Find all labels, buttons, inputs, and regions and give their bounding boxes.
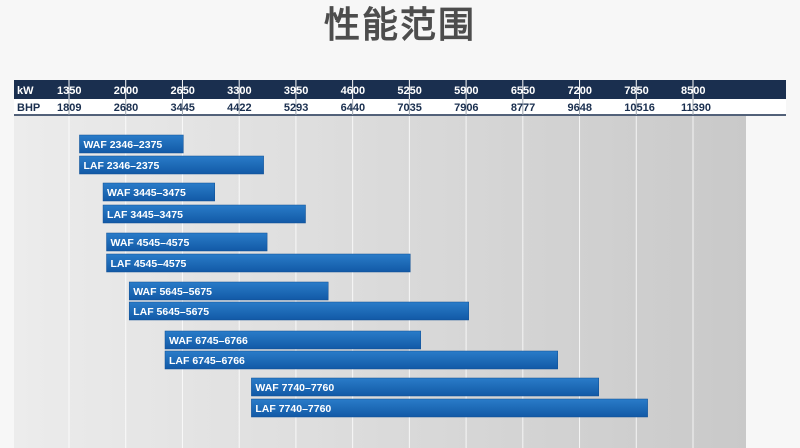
bars: WAF 2346–2375 LAF 2346–2375 WAF 3445–3475 L… [79,134,648,418]
range-bar [164,350,558,370]
range-bar [251,398,648,418]
axis-header: kW BHP 1350 1809 2000 2680 2650 3445 3300 4422 395… [14,80,786,116]
range-bar-label: LAF 4545–4575 [111,258,187,270]
kw-tick-label: 6550 [511,85,535,97]
range-bar-label: WAF 7740–7760 [255,382,334,394]
range-bar [79,134,184,154]
bhp-axis-label: BHP [17,102,40,114]
range-bar [251,377,599,397]
range-bar-label: LAF 5645–5675 [133,306,209,318]
kw-tick-label: 7200 [568,85,592,97]
bhp-tick-label: 4422 [227,102,251,114]
kw-tick-label: 5250 [397,85,421,97]
range-bar [128,281,329,301]
range-bar-label: WAF 6745–6766 [169,335,248,347]
kw-header-bar [14,80,786,99]
range-bar [106,232,268,252]
bhp-tick-label: 5293 [284,102,308,114]
bhp-tick-label: 7035 [397,102,421,114]
kw-tick-label: 3300 [227,85,251,97]
page-title: 性能范围 [323,5,476,46]
range-bar-label: WAF 4545–4575 [111,237,190,249]
bhp-tick-label: 11390 [681,102,711,114]
range-bar-label: LAF 7740–7760 [255,403,331,415]
range-bar [128,301,469,321]
bhp-tick-label: 6440 [341,102,365,114]
kw-tick-label: 1350 [57,85,81,97]
range-bar [106,253,411,273]
kw-axis-label: kW [17,85,34,97]
kw-tick-label: 3950 [284,85,308,97]
kw-tick-label: 2650 [170,85,194,97]
kw-tick-label: 5900 [454,85,478,97]
bhp-tick-label: 7906 [454,102,478,114]
range-bar [164,330,421,350]
range-bar-label: WAF 5645–5675 [133,286,212,298]
kw-tick-label: 8500 [681,85,705,97]
kw-tick-label: 7850 [624,85,648,97]
range-bar-label: WAF 2346–2375 [83,139,162,151]
bhp-tick-label: 9648 [568,102,592,114]
range-bar-label: LAF 2346–2375 [83,160,159,172]
range-bar [102,182,215,202]
range-bar-label: WAF 3445–3475 [107,187,186,199]
range-bar [79,155,264,175]
bhp-tick-label: 1809 [57,102,81,114]
bhp-tick-label: 8777 [511,102,535,114]
kw-tick-label: 2000 [114,85,138,97]
range-bar [102,204,306,224]
kw-tick-label: 4600 [341,85,365,97]
bhp-tick-label: 10516 [624,102,655,114]
bhp-header-bar [14,99,786,115]
bhp-tick-label: 3445 [170,102,194,114]
range-bar-label: LAF 3445–3475 [107,209,183,221]
bhp-tick-label: 2680 [114,102,138,114]
range-bar-label: LAF 6745–6766 [169,355,245,367]
